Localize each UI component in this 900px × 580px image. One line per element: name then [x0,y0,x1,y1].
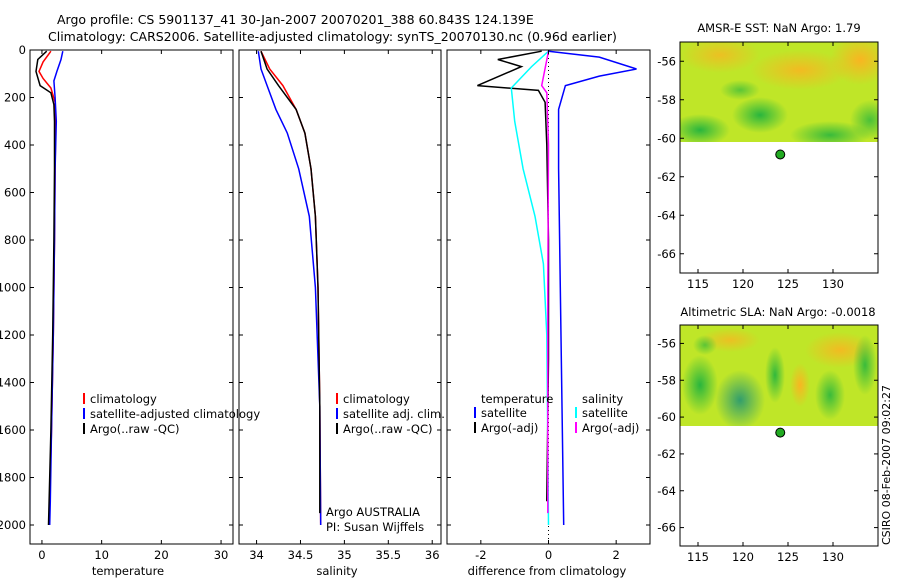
map-y-tick-label: -60 [657,131,676,145]
difference-xlabel: difference from climatology [468,564,627,578]
argo-float-marker [775,149,786,160]
map-y-tick-label: -56 [657,336,676,350]
x-tick-label: 0 [545,548,552,562]
y-tick-label: 1200 [0,328,26,342]
header-line1: Argo profile: CS 5901137_41 30-Jan-2007 … [57,12,534,27]
salinity-panel: 34 34.5 35 35.5 36 salinity climatologysatel… [238,49,445,578]
map-y-tick-label: -58 [657,373,676,387]
map-y-tick-label: -66 [657,247,676,261]
series-line-climatology [260,50,322,526]
sst-map-field [680,42,878,142]
map-x-tick-label: 115 [687,277,709,291]
y-tick-label: 0 [19,43,26,57]
sla-map-title: Altimetric SLA: NaN Argo: -0.0018 [680,305,875,319]
map-x-tick-label: 130 [822,550,844,564]
temperature-panel: 0 10 20 30 0 200 400 600 800 1000 1200 1400 1600 1800… [0,43,260,578]
map-y-tick-label: -66 [657,521,676,535]
map-y-tick-label: -60 [657,410,676,424]
temperature-xlabel: temperature [92,564,164,578]
y-tick-label: 600 [4,186,26,200]
series-line-satellite-adj-clim- [257,51,322,526]
legend-label: Argo(..raw -QC) [90,422,180,436]
y-tick-label: 2000 [0,518,26,532]
series-line-argo-raw-qc- [35,50,56,526]
sla-map-field [680,325,878,426]
series-line-satellite-adjusted-climatology [48,51,64,526]
temperature-axes [29,49,234,545]
legend-label: satellite [481,406,527,420]
legend-label: climatology [90,392,157,406]
y-tick-label: 1800 [0,471,26,485]
difference-legend: temperature salinitysatelliteArgo(-adj)sa… [474,392,639,435]
x-tick-label: 36 [425,548,440,562]
map-y-tick-label: -64 [657,208,676,222]
legend-label: satellite [582,406,628,420]
map-y-tick-label: -62 [657,447,676,461]
map-y-tick-label: -62 [657,170,676,184]
argo-float-marker [775,427,786,438]
y-tick-label: 200 [4,91,26,105]
x-tick-label: 35 [337,548,352,562]
credit-label: CSIRO 08-Feb-2007 09:02:27 [880,385,893,545]
x-tick-label: 0 [38,548,45,562]
x-tick-label: 2 [613,548,620,562]
legend-title-temperature: temperature [481,392,553,406]
map-x-tick-label: 125 [777,277,799,291]
map-x-tick-label: 120 [732,277,754,291]
map-x-tick-label: 130 [822,277,844,291]
series-line-temperature-satellite [548,50,637,526]
sla-map-axes [679,324,879,547]
x-tick-label: -2 [475,548,486,562]
x-tick-label: 34.5 [288,548,314,562]
sla-map-panel: Altimetric SLA: NaN Argo: -0.0018 115 120… [657,305,879,564]
x-tick-label: 35.5 [375,548,401,562]
sst-map-axes [679,41,879,274]
difference-panel: -2 0 2 difference from climatology tempera… [446,49,651,578]
map-y-tick-label: -58 [657,93,676,107]
argo-program-label: Argo AUSTRALIA [326,505,420,519]
legend-title-salinity: salinity [582,392,623,406]
x-tick-label: 20 [154,548,169,562]
map-y-tick-label: -56 [657,54,676,68]
x-tick-label: 34 [249,548,264,562]
salinity-xlabel: salinity [316,564,357,578]
salinity-axes [238,49,442,545]
y-tick-label: 1000 [0,281,26,295]
sst-map-title: AMSR-E SST: NaN Argo: 1.79 [697,21,860,35]
header-line2: Climatology: CARS2006. Satellite-adjuste… [48,29,617,44]
legend-label: satellite adj. clim. [343,407,445,421]
legend-label: Argo(-adj) [481,421,538,435]
series-line-argo-raw-qc- [260,50,321,514]
y-tick-label: 400 [4,138,26,152]
map-y-tick-label: -64 [657,484,676,498]
x-tick-label: 10 [94,548,109,562]
sst-map-panel: AMSR-E SST: NaN Argo: 1.79 115 120 125 130 -… [657,21,879,291]
y-tick-label: 1400 [0,376,26,390]
y-tick-label: 800 [4,233,26,247]
map-x-tick-label: 125 [777,550,799,564]
legend-label: Argo(-adj) [582,421,639,435]
series-line-salinity-satellite [510,50,550,526]
x-tick-label: 30 [214,548,229,562]
legend-label: satellite-adjusted climatology [90,407,260,421]
legend-label: Argo(..raw -QC) [343,422,433,436]
map-x-tick-label: 120 [732,550,754,564]
series-line-salinity-argo-adj- [540,51,550,514]
argo-pi-label: PI: Susan Wijffels [326,520,424,534]
map-x-tick-label: 115 [687,550,709,564]
legend-label: climatology [343,392,410,406]
y-tick-label: 1600 [0,423,26,437]
